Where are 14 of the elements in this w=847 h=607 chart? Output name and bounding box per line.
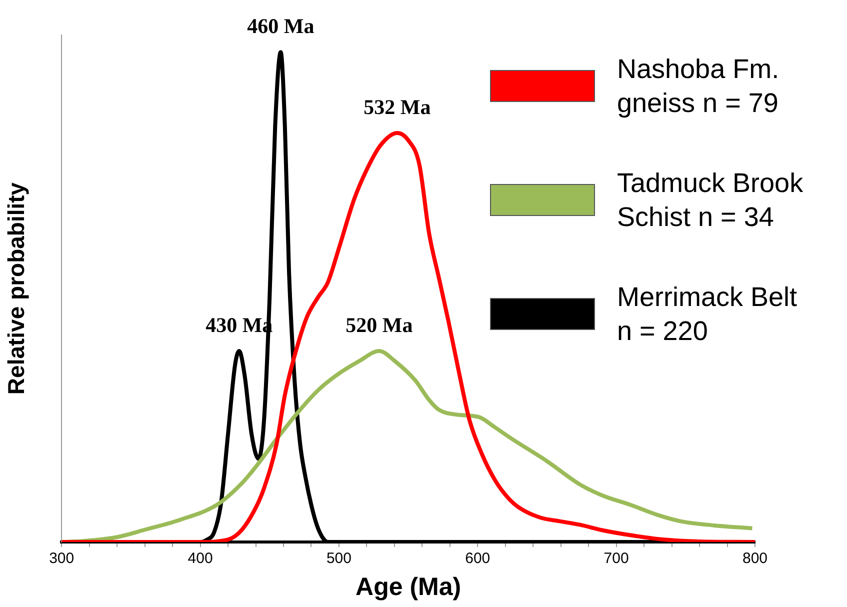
annotation: 520 Ma xyxy=(346,312,414,337)
legend-label: Merrimack Belt n = 220 xyxy=(617,281,798,348)
x-tick-label: 500 xyxy=(326,550,352,568)
annotation: 460 Ma xyxy=(247,14,315,38)
x-tick-label: 300 xyxy=(49,550,74,568)
annotation: 532 Ma xyxy=(364,94,432,119)
x-tick-label: 400 xyxy=(188,550,213,568)
x-tick-label: 800 xyxy=(742,550,768,568)
legend-label: Nashoba Fm. gneiss n = 79 xyxy=(617,53,780,120)
legend-label: Tadmuck Brook Schist n = 34 xyxy=(617,167,804,234)
x-tick-label: 600 xyxy=(465,550,490,568)
x-axis-title: Age (Ma) xyxy=(356,572,462,601)
y-axis-title: Relative probability xyxy=(3,182,30,395)
x-tick-label: 700 xyxy=(604,550,629,568)
